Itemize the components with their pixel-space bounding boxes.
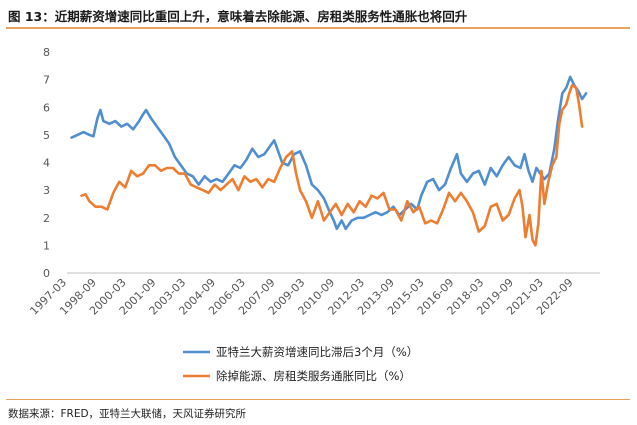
title-divider bbox=[6, 27, 630, 29]
series-line-1 bbox=[70, 75, 588, 231]
y-tick-label: 7 bbox=[43, 74, 50, 87]
legend: 亚特兰大薪资增速同比滞后3个月（%） 除掉能源、房租类服务通胀同比（%） bbox=[183, 345, 418, 383]
source-note: 数据来源：FRED，亚特兰大联储，天风证券研究所 bbox=[8, 408, 247, 420]
y-tick-label: 6 bbox=[43, 101, 50, 114]
y-axis: 0 1 2 3 4 5 6 7 8 bbox=[43, 46, 50, 280]
y-tick-label: 0 bbox=[43, 267, 50, 280]
y-tick-label: 1 bbox=[43, 239, 50, 252]
y-tick-label: 3 bbox=[43, 184, 50, 197]
footer-divider bbox=[6, 399, 630, 400]
y-tick-label: 5 bbox=[43, 129, 50, 142]
y-tick-label: 4 bbox=[43, 157, 50, 170]
legend-label-2: 除掉能源、房租类服务通胀同比（%） bbox=[216, 369, 411, 383]
line-chart: 0 1 2 3 4 5 6 7 8 1997-031998-092000-032001-0920… bbox=[27, 46, 600, 383]
y-tick-label: 2 bbox=[43, 212, 50, 225]
y-tick-label: 8 bbox=[43, 46, 50, 59]
series-group bbox=[70, 75, 588, 247]
x-axis: 1997-031998-092000-032001-092003-032004-… bbox=[27, 272, 600, 318]
legend-label-1: 亚特兰大薪资增速同比滞后3个月（%） bbox=[216, 345, 418, 359]
series-line-2 bbox=[80, 83, 584, 247]
figure-title: 图 13：近期薪资增速同比重回上升，意味着去除能源、房租类服务性通胀也将回升 bbox=[8, 9, 468, 24]
